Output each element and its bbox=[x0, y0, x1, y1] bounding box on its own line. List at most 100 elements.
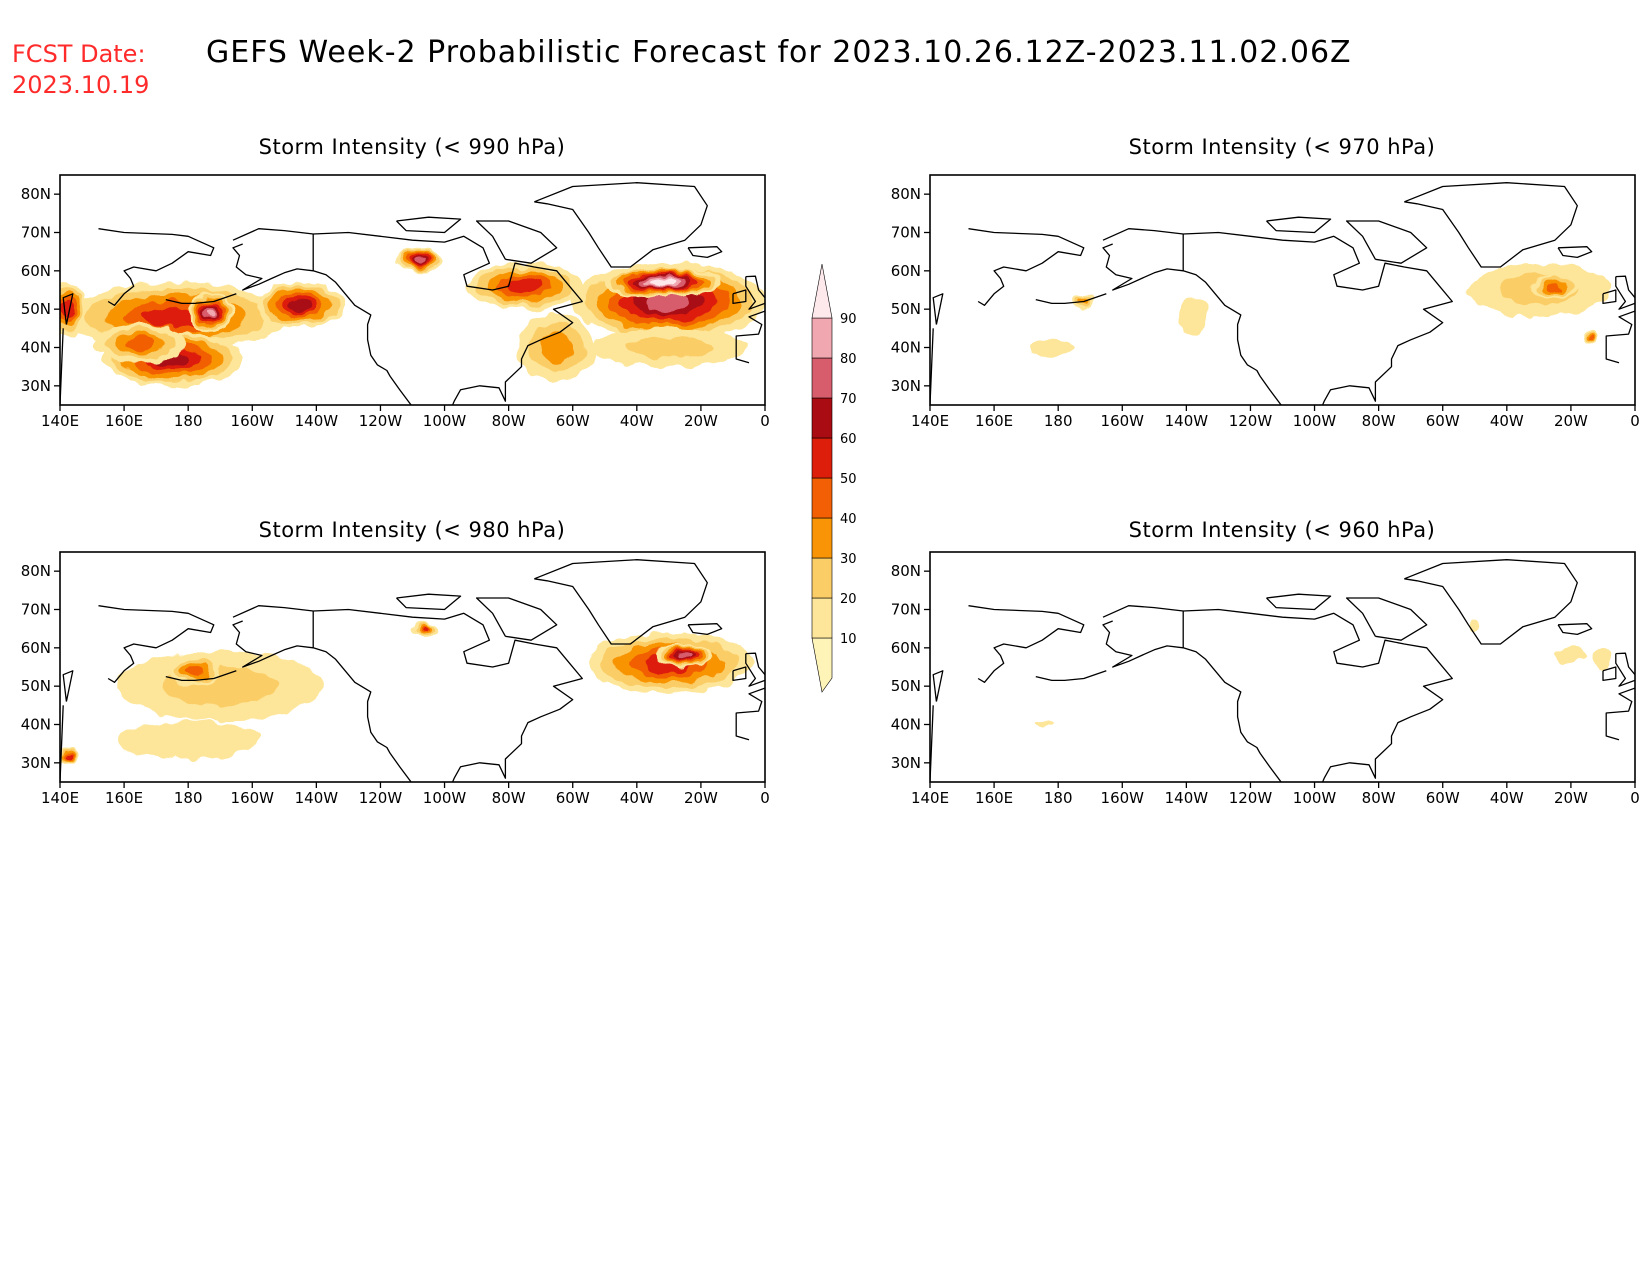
coastline-path bbox=[745, 275, 765, 310]
coastline-path bbox=[1345, 597, 1428, 641]
coastline-path bbox=[932, 670, 944, 702]
coastline-path bbox=[165, 293, 237, 305]
y-tick-label: 70N bbox=[21, 601, 51, 619]
x-tick-label: 160W bbox=[231, 789, 275, 807]
colorbar-label: 30 bbox=[840, 552, 857, 567]
coastline-path bbox=[232, 605, 583, 782]
x-tick-label: 80W bbox=[492, 789, 526, 807]
x-tick-label: 160W bbox=[1101, 412, 1145, 430]
probability-contour bbox=[677, 652, 693, 659]
y-tick-label: 30N bbox=[891, 377, 921, 395]
y-tick-label: 30N bbox=[891, 754, 921, 772]
x-tick-label: 160W bbox=[1101, 789, 1145, 807]
y-tick-label: 70N bbox=[891, 224, 921, 242]
panel-title: Storm Intensity (< 990 hPa) bbox=[259, 135, 566, 159]
y-tick-label: 60N bbox=[21, 639, 51, 657]
probability-contour bbox=[1554, 647, 1587, 664]
x-tick-label: 160E bbox=[105, 789, 143, 807]
x-tick-label: 60W bbox=[556, 789, 590, 807]
x-tick-label: 180 bbox=[174, 412, 203, 430]
coastline-path bbox=[1615, 652, 1635, 687]
x-tick-label: 140E bbox=[911, 789, 949, 807]
colorbar-segment bbox=[811, 263, 833, 319]
colorbar-segment bbox=[811, 317, 833, 359]
x-tick-label: 160E bbox=[975, 412, 1013, 430]
coastline-path bbox=[1602, 289, 1617, 305]
axis-ticks: 140E 160E 180 160W 140W 120W 100W 80W 60W 40W 20W 0… bbox=[891, 562, 1640, 807]
probability-field bbox=[1029, 263, 1610, 356]
colorbar-segment bbox=[811, 517, 833, 559]
probability-field bbox=[60, 247, 765, 386]
x-tick-label: 0 bbox=[760, 412, 770, 430]
coastline-path bbox=[396, 216, 462, 234]
colorbar-label: 20 bbox=[840, 592, 857, 607]
colorbar-label: 40 bbox=[840, 512, 857, 527]
coastline bbox=[930, 559, 1635, 782]
map-frame bbox=[929, 551, 1636, 783]
probability-contour bbox=[507, 279, 542, 294]
coastline-path bbox=[1404, 182, 1578, 268]
x-tick-label: 60W bbox=[1426, 789, 1460, 807]
coastline-path bbox=[98, 605, 215, 683]
probability-contour bbox=[1035, 720, 1055, 729]
coastline-path bbox=[396, 593, 462, 611]
colorbar: 10 20 30 40 50 60 70 80 90 bbox=[811, 263, 857, 693]
x-tick-label: 160W bbox=[231, 412, 275, 430]
y-tick-label: 80N bbox=[891, 185, 921, 203]
probability-contour bbox=[413, 256, 425, 263]
x-tick-label: 60W bbox=[556, 412, 590, 430]
coastline bbox=[60, 182, 765, 405]
x-tick-label: 140W bbox=[295, 789, 339, 807]
x-tick-label: 40W bbox=[620, 789, 654, 807]
x-tick-label: 20W bbox=[684, 789, 718, 807]
coastline-path bbox=[745, 652, 765, 687]
y-tick-label: 70N bbox=[21, 224, 51, 242]
coastline-path bbox=[1259, 752, 1282, 782]
coastline-path bbox=[1266, 593, 1332, 611]
colorbar-segment bbox=[811, 477, 833, 519]
panel-title: Storm Intensity (< 960 hPa) bbox=[1129, 518, 1436, 542]
x-tick-label: 120W bbox=[1229, 412, 1273, 430]
probability-contour bbox=[1593, 647, 1613, 671]
probability-contour bbox=[185, 665, 204, 676]
coastline-path bbox=[930, 705, 934, 782]
panel-980: Storm Intensity (< 980 hPa) 140E 160E 180 1… bbox=[21, 518, 770, 807]
colorbar-label: 10 bbox=[840, 632, 857, 647]
x-tick-label: 140W bbox=[1165, 789, 1209, 807]
x-tick-label: 180 bbox=[174, 789, 203, 807]
probability-contour bbox=[625, 336, 713, 359]
y-tick-label: 60N bbox=[21, 262, 51, 280]
probability-contour bbox=[1547, 282, 1563, 291]
colorbar-label: 90 bbox=[840, 312, 857, 327]
colorbar-label: 70 bbox=[840, 392, 857, 407]
coastline-path bbox=[62, 293, 74, 325]
probability-contour bbox=[117, 720, 259, 759]
x-tick-label: 40W bbox=[1490, 789, 1524, 807]
coastline-path bbox=[732, 666, 747, 682]
coastline-path bbox=[735, 310, 765, 364]
x-tick-label: 160E bbox=[105, 412, 143, 430]
x-tick-label: 100W bbox=[423, 412, 467, 430]
y-tick-label: 60N bbox=[891, 639, 921, 657]
probability-contour bbox=[1587, 333, 1593, 339]
fcst-date-label: FCST Date: bbox=[12, 40, 146, 68]
x-tick-label: 120W bbox=[359, 789, 403, 807]
probability-contour bbox=[649, 279, 676, 286]
coastline-path bbox=[1557, 246, 1593, 259]
coastline-path bbox=[1345, 220, 1428, 264]
coastline-path bbox=[732, 289, 747, 305]
figure-title: GEFS Week-2 Probabilistic Forecast for 2… bbox=[206, 35, 1352, 70]
map-frame bbox=[59, 551, 766, 783]
probability-contour bbox=[540, 333, 573, 362]
x-tick-label: 140E bbox=[911, 412, 949, 430]
y-tick-label: 50N bbox=[21, 300, 51, 318]
coastline-path bbox=[1102, 620, 1261, 754]
coastline-path bbox=[232, 228, 583, 405]
coastline-path bbox=[930, 328, 934, 405]
coastline-path bbox=[1605, 687, 1635, 741]
coastline-path bbox=[389, 752, 412, 782]
x-tick-label: 140W bbox=[1165, 412, 1209, 430]
coastline-path bbox=[687, 623, 723, 636]
coastline-path bbox=[968, 605, 1085, 683]
